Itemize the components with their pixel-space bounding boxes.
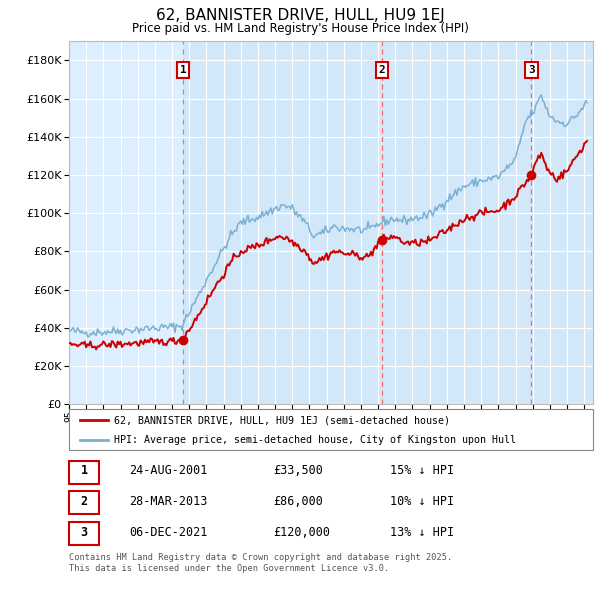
Text: 13% ↓ HPI: 13% ↓ HPI — [390, 526, 454, 539]
Text: 1: 1 — [80, 464, 88, 477]
Text: 62, BANNISTER DRIVE, HULL, HU9 1EJ (semi-detached house): 62, BANNISTER DRIVE, HULL, HU9 1EJ (semi… — [114, 415, 450, 425]
Text: 24-AUG-2001: 24-AUG-2001 — [129, 464, 208, 477]
Bar — [183, 41, 382, 404]
Bar — [532, 41, 593, 404]
Text: £86,000: £86,000 — [273, 495, 323, 508]
Text: £120,000: £120,000 — [273, 526, 330, 539]
Text: 2: 2 — [80, 495, 88, 508]
Text: 15% ↓ HPI: 15% ↓ HPI — [390, 464, 454, 477]
Text: 62, BANNISTER DRIVE, HULL, HU9 1EJ: 62, BANNISTER DRIVE, HULL, HU9 1EJ — [155, 8, 445, 22]
Text: Price paid vs. HM Land Registry's House Price Index (HPI): Price paid vs. HM Land Registry's House … — [131, 22, 469, 35]
Text: 3: 3 — [80, 526, 88, 539]
Text: Contains HM Land Registry data © Crown copyright and database right 2025.
This d: Contains HM Land Registry data © Crown c… — [69, 553, 452, 573]
Text: HPI: Average price, semi-detached house, City of Kingston upon Hull: HPI: Average price, semi-detached house,… — [114, 435, 516, 444]
Text: 28-MAR-2013: 28-MAR-2013 — [129, 495, 208, 508]
Text: 2: 2 — [379, 65, 386, 75]
Text: 1: 1 — [180, 65, 187, 75]
Text: 3: 3 — [528, 65, 535, 75]
Bar — [382, 41, 532, 404]
Text: £33,500: £33,500 — [273, 464, 323, 477]
Text: 06-DEC-2021: 06-DEC-2021 — [129, 526, 208, 539]
Text: 10% ↓ HPI: 10% ↓ HPI — [390, 495, 454, 508]
